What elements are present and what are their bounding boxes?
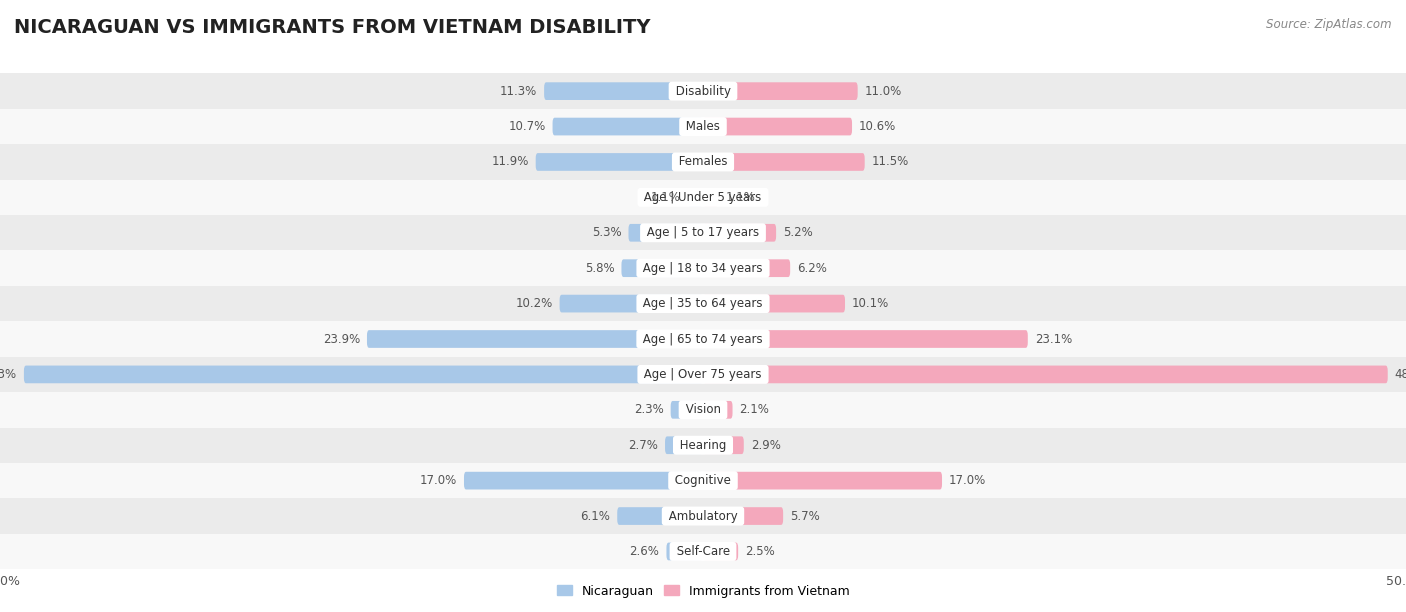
Text: Age | Under 5 years: Age | Under 5 years — [641, 191, 765, 204]
FancyBboxPatch shape — [703, 507, 783, 525]
FancyBboxPatch shape — [553, 118, 703, 135]
Text: 1.1%: 1.1% — [725, 191, 755, 204]
FancyBboxPatch shape — [703, 436, 744, 454]
FancyBboxPatch shape — [666, 543, 703, 561]
Text: 10.7%: 10.7% — [509, 120, 546, 133]
FancyBboxPatch shape — [0, 321, 1406, 357]
Text: 10.1%: 10.1% — [852, 297, 889, 310]
Text: 2.3%: 2.3% — [634, 403, 664, 416]
FancyBboxPatch shape — [0, 180, 1406, 215]
FancyBboxPatch shape — [0, 109, 1406, 144]
Text: 2.6%: 2.6% — [630, 545, 659, 558]
FancyBboxPatch shape — [703, 365, 1388, 383]
FancyBboxPatch shape — [703, 188, 718, 206]
FancyBboxPatch shape — [0, 463, 1406, 498]
FancyBboxPatch shape — [703, 82, 858, 100]
FancyBboxPatch shape — [0, 250, 1406, 286]
FancyBboxPatch shape — [0, 534, 1406, 569]
Text: Age | 65 to 74 years: Age | 65 to 74 years — [640, 332, 766, 346]
Text: Ambulatory: Ambulatory — [665, 510, 741, 523]
FancyBboxPatch shape — [665, 436, 703, 454]
FancyBboxPatch shape — [0, 357, 1406, 392]
Text: Age | 35 to 64 years: Age | 35 to 64 years — [640, 297, 766, 310]
FancyBboxPatch shape — [464, 472, 703, 490]
Text: 11.3%: 11.3% — [501, 84, 537, 98]
Text: 17.0%: 17.0% — [949, 474, 986, 487]
FancyBboxPatch shape — [628, 224, 703, 242]
Text: Vision: Vision — [682, 403, 724, 416]
FancyBboxPatch shape — [703, 295, 845, 313]
Text: 5.7%: 5.7% — [790, 510, 820, 523]
FancyBboxPatch shape — [0, 392, 1406, 428]
FancyBboxPatch shape — [703, 153, 865, 171]
Text: 11.9%: 11.9% — [491, 155, 529, 168]
FancyBboxPatch shape — [703, 224, 776, 242]
Text: 6.1%: 6.1% — [581, 510, 610, 523]
FancyBboxPatch shape — [0, 215, 1406, 250]
Text: 2.5%: 2.5% — [745, 545, 775, 558]
Text: Source: ZipAtlas.com: Source: ZipAtlas.com — [1267, 18, 1392, 31]
Text: Females: Females — [675, 155, 731, 168]
Text: 23.9%: 23.9% — [323, 332, 360, 346]
Text: 10.6%: 10.6% — [859, 120, 896, 133]
Text: Males: Males — [682, 120, 724, 133]
Text: NICARAGUAN VS IMMIGRANTS FROM VIETNAM DISABILITY: NICARAGUAN VS IMMIGRANTS FROM VIETNAM DI… — [14, 18, 651, 37]
Text: Age | 18 to 34 years: Age | 18 to 34 years — [640, 262, 766, 275]
FancyBboxPatch shape — [0, 428, 1406, 463]
Text: 5.8%: 5.8% — [585, 262, 614, 275]
FancyBboxPatch shape — [617, 507, 703, 525]
FancyBboxPatch shape — [367, 330, 703, 348]
FancyBboxPatch shape — [703, 543, 738, 561]
Text: Disability: Disability — [672, 84, 734, 98]
FancyBboxPatch shape — [24, 365, 703, 383]
FancyBboxPatch shape — [703, 472, 942, 490]
FancyBboxPatch shape — [703, 401, 733, 419]
Legend: Nicaraguan, Immigrants from Vietnam: Nicaraguan, Immigrants from Vietnam — [551, 580, 855, 603]
Text: 11.0%: 11.0% — [865, 84, 901, 98]
Text: 5.3%: 5.3% — [592, 226, 621, 239]
FancyBboxPatch shape — [544, 82, 703, 100]
Text: Hearing: Hearing — [676, 439, 730, 452]
FancyBboxPatch shape — [703, 118, 852, 135]
Text: 5.2%: 5.2% — [783, 226, 813, 239]
Text: Self-Care: Self-Care — [672, 545, 734, 558]
Text: 6.2%: 6.2% — [797, 262, 827, 275]
FancyBboxPatch shape — [536, 153, 703, 171]
Text: 11.5%: 11.5% — [872, 155, 908, 168]
FancyBboxPatch shape — [0, 286, 1406, 321]
Text: Cognitive: Cognitive — [671, 474, 735, 487]
FancyBboxPatch shape — [621, 259, 703, 277]
FancyBboxPatch shape — [0, 144, 1406, 180]
Text: 48.3%: 48.3% — [0, 368, 17, 381]
FancyBboxPatch shape — [703, 330, 1028, 348]
Text: 1.1%: 1.1% — [651, 191, 681, 204]
Text: Age | Over 75 years: Age | Over 75 years — [640, 368, 766, 381]
FancyBboxPatch shape — [0, 73, 1406, 109]
FancyBboxPatch shape — [0, 498, 1406, 534]
Text: 10.2%: 10.2% — [516, 297, 553, 310]
Text: 17.0%: 17.0% — [420, 474, 457, 487]
FancyBboxPatch shape — [703, 259, 790, 277]
FancyBboxPatch shape — [560, 295, 703, 313]
Text: 23.1%: 23.1% — [1035, 332, 1071, 346]
Text: 2.1%: 2.1% — [740, 403, 769, 416]
Text: 48.7%: 48.7% — [1395, 368, 1406, 381]
Text: Age | 5 to 17 years: Age | 5 to 17 years — [643, 226, 763, 239]
Text: 2.9%: 2.9% — [751, 439, 780, 452]
FancyBboxPatch shape — [688, 188, 703, 206]
FancyBboxPatch shape — [671, 401, 703, 419]
Text: 2.7%: 2.7% — [628, 439, 658, 452]
